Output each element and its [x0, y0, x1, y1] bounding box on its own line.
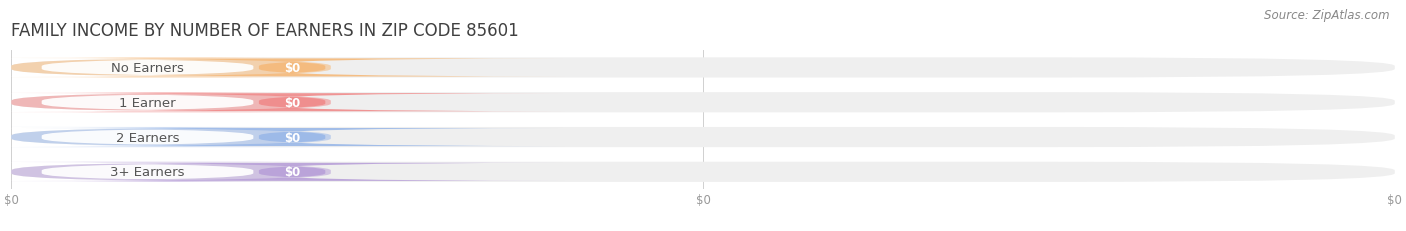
FancyBboxPatch shape: [0, 94, 347, 112]
FancyBboxPatch shape: [0, 128, 347, 146]
FancyBboxPatch shape: [20, 163, 565, 181]
Text: Source: ZipAtlas.com: Source: ZipAtlas.com: [1264, 9, 1389, 22]
FancyBboxPatch shape: [20, 94, 565, 112]
FancyBboxPatch shape: [0, 93, 353, 113]
FancyBboxPatch shape: [11, 93, 1395, 113]
FancyBboxPatch shape: [0, 163, 347, 181]
Text: $0: $0: [284, 131, 301, 144]
Text: 3+ Earners: 3+ Earners: [110, 166, 184, 179]
Text: 2 Earners: 2 Earners: [115, 131, 180, 144]
Text: FAMILY INCOME BY NUMBER OF EARNERS IN ZIP CODE 85601: FAMILY INCOME BY NUMBER OF EARNERS IN ZI…: [11, 22, 519, 40]
FancyBboxPatch shape: [0, 128, 353, 148]
Text: $0: $0: [284, 166, 301, 179]
FancyBboxPatch shape: [20, 128, 565, 146]
Text: 1 Earner: 1 Earner: [120, 96, 176, 109]
Text: No Earners: No Earners: [111, 62, 184, 75]
FancyBboxPatch shape: [0, 58, 353, 78]
FancyBboxPatch shape: [11, 162, 1395, 182]
FancyBboxPatch shape: [0, 59, 347, 77]
FancyBboxPatch shape: [20, 59, 565, 77]
Text: $0: $0: [284, 96, 301, 109]
FancyBboxPatch shape: [11, 128, 1395, 148]
Text: $0: $0: [284, 62, 301, 75]
FancyBboxPatch shape: [0, 162, 353, 182]
FancyBboxPatch shape: [11, 58, 1395, 78]
